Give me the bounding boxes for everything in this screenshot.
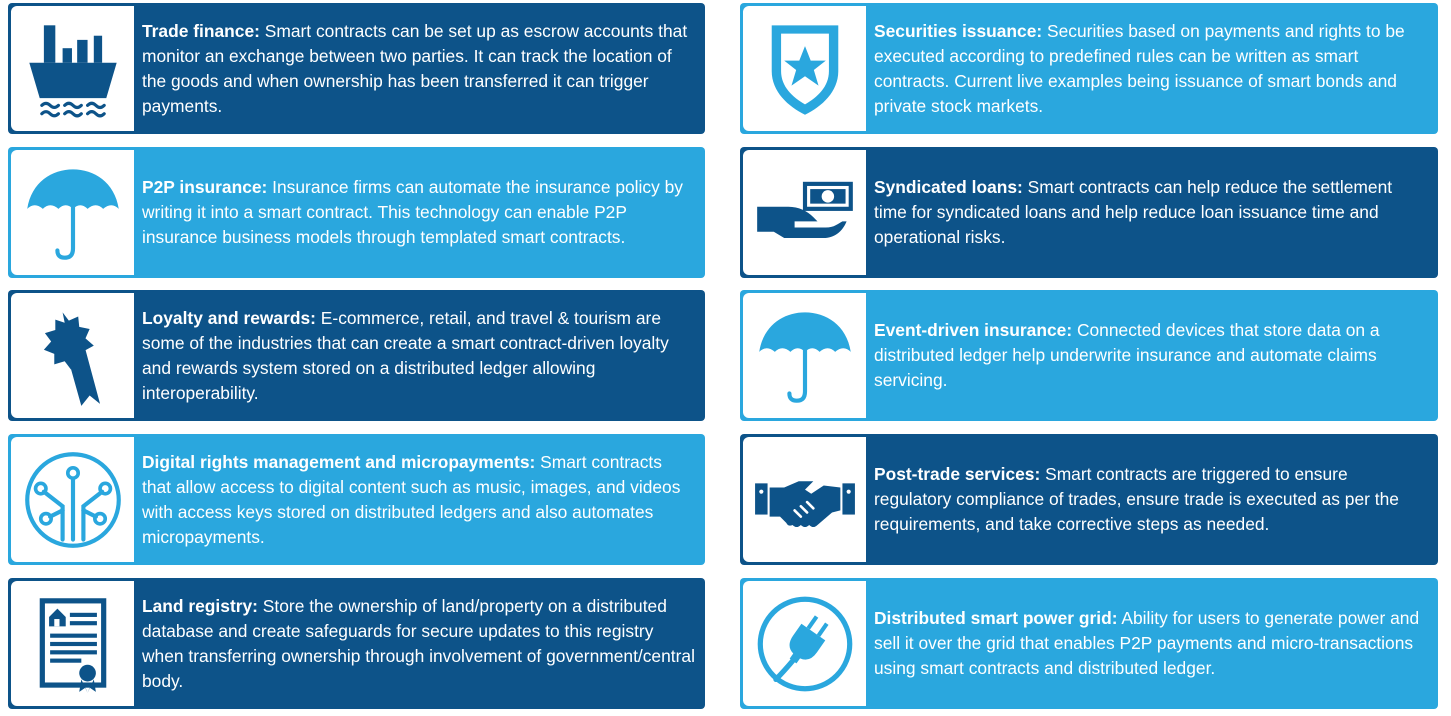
card-text: Distributed smart power grid: Ability fo… <box>866 578 1438 709</box>
card-text: Event-driven insurance: Connected device… <box>866 290 1438 421</box>
ship-icon <box>28 24 117 117</box>
circuit-icon <box>24 451 121 548</box>
card-text: Securities issuance: Securities based on… <box>866 3 1438 134</box>
card-syndicated-loans: Syndicated loans: Smart contracts can he… <box>740 147 1438 278</box>
umbrella-icon <box>26 168 119 260</box>
power-plug-icon <box>757 596 852 691</box>
certificate-house-icon-box <box>11 581 134 706</box>
card-event-driven-insurance: Event-driven insurance: Connected device… <box>740 290 1438 421</box>
power-plug-icon-box <box>743 581 866 706</box>
card-description: Smart contracts can be set up as escrow … <box>142 20 688 116</box>
card-description: Connected devices that store data on a d… <box>874 320 1380 390</box>
card-loyalty-rewards: Loyalty and rewards: E-commerce, retail,… <box>8 290 705 421</box>
card-post-trade: Post-trade services: Smart contracts are… <box>740 434 1438 565</box>
card-text: P2P insurance: Insurance firms can autom… <box>134 147 705 278</box>
card-title: Land registry: <box>142 595 258 616</box>
card-title: Event-driven insurance: <box>874 320 1073 340</box>
card-text: Digital rights management and micropayme… <box>134 434 705 565</box>
card-text: Syndicated loans: Smart contracts can he… <box>866 147 1438 278</box>
umbrella-icon-box <box>743 293 866 418</box>
card-securities-issuance: Securities issuance: Securities based on… <box>740 3 1438 134</box>
card-description: Smart contracts can help reduce the sett… <box>874 177 1393 247</box>
hand-money-icon-box <box>743 150 866 275</box>
card-title: Syndicated loans: <box>874 177 1023 197</box>
card-title: Securities issuance: <box>874 20 1043 41</box>
card-title: Distributed smart power grid: <box>874 608 1118 628</box>
umbrella-icon <box>758 311 851 403</box>
card-p2p-insurance: P2P insurance: Insurance firms can autom… <box>8 147 705 278</box>
card-description: Ability for users to generate power and … <box>874 608 1420 678</box>
umbrella-icon-box <box>11 150 134 275</box>
shield-star-icon-box <box>743 6 866 131</box>
card-trade-finance: Trade finance: Smart contracts can be se… <box>8 3 705 134</box>
handshake-icon-box <box>743 437 866 562</box>
card-title: P2P insurance: <box>142 177 268 197</box>
card-description: Smart contracts are triggered to ensure … <box>874 464 1399 534</box>
card-title: Post-trade services: <box>874 464 1041 484</box>
shield-star-icon <box>771 24 838 115</box>
card-text: Loyalty and rewards: E-commerce, retail,… <box>134 290 705 421</box>
card-title: Trade finance: <box>142 20 260 41</box>
card-land-registry: Land registry: Store the ownership of la… <box>8 578 705 709</box>
hand-money-icon <box>756 181 853 238</box>
award-ribbon-icon <box>43 311 100 406</box>
card-description: Store the ownership of land/property on … <box>142 595 695 691</box>
card-description: E-commerce, retail, and travel & tourism… <box>142 307 669 403</box>
card-text: Trade finance: Smart contracts can be se… <box>134 3 705 134</box>
award-ribbon-icon-box <box>11 293 134 418</box>
certificate-house-icon <box>39 597 106 693</box>
card-text: Land registry: Store the ownership of la… <box>134 578 705 709</box>
card-description: Securities based on payments and rights … <box>874 20 1405 116</box>
handshake-icon <box>754 480 855 527</box>
card-smart-power-grid: Distributed smart power grid: Ability fo… <box>740 578 1438 709</box>
card-description: Insurance firms can automate the insuran… <box>142 177 683 247</box>
circuit-icon-box <box>11 437 134 562</box>
card-description: Smart contracts that allow access to dig… <box>142 451 681 547</box>
card-title: Digital rights management and micropayme… <box>142 451 536 472</box>
card-text: Post-trade services: Smart contracts are… <box>866 434 1438 565</box>
card-digital-rights: Digital rights management and micropayme… <box>8 434 705 565</box>
card-title: Loyalty and rewards: <box>142 307 316 328</box>
ship-icon-box <box>11 6 134 131</box>
